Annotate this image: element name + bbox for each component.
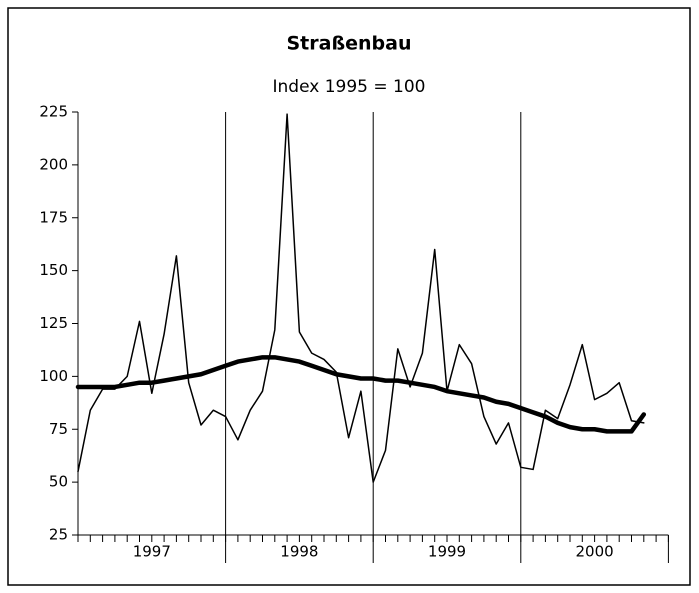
x-tick-label: 1998 xyxy=(280,543,318,561)
series-line xyxy=(75,355,647,434)
chart-title: Straßenbau xyxy=(287,33,412,55)
x-tick-label: 2000 xyxy=(576,543,614,561)
y-tick-label: 200 xyxy=(39,155,68,173)
series-line xyxy=(77,113,645,483)
y-tick-label: 50 xyxy=(49,473,68,491)
y-tick-label: 175 xyxy=(39,208,68,226)
chart-frame xyxy=(7,7,691,586)
y-tick-label: 125 xyxy=(39,314,68,332)
y-tick-label: 25 xyxy=(49,526,68,544)
y-tick-label: 225 xyxy=(39,103,68,121)
y-tick-label: 75 xyxy=(49,420,68,438)
y-tick-label: 150 xyxy=(39,261,68,279)
y-tick-label: 100 xyxy=(39,367,68,385)
x-tick-label: 1999 xyxy=(428,543,466,561)
chart-subtitle: Index 1995 = 100 xyxy=(273,77,426,97)
x-tick-label: 1997 xyxy=(133,543,171,561)
